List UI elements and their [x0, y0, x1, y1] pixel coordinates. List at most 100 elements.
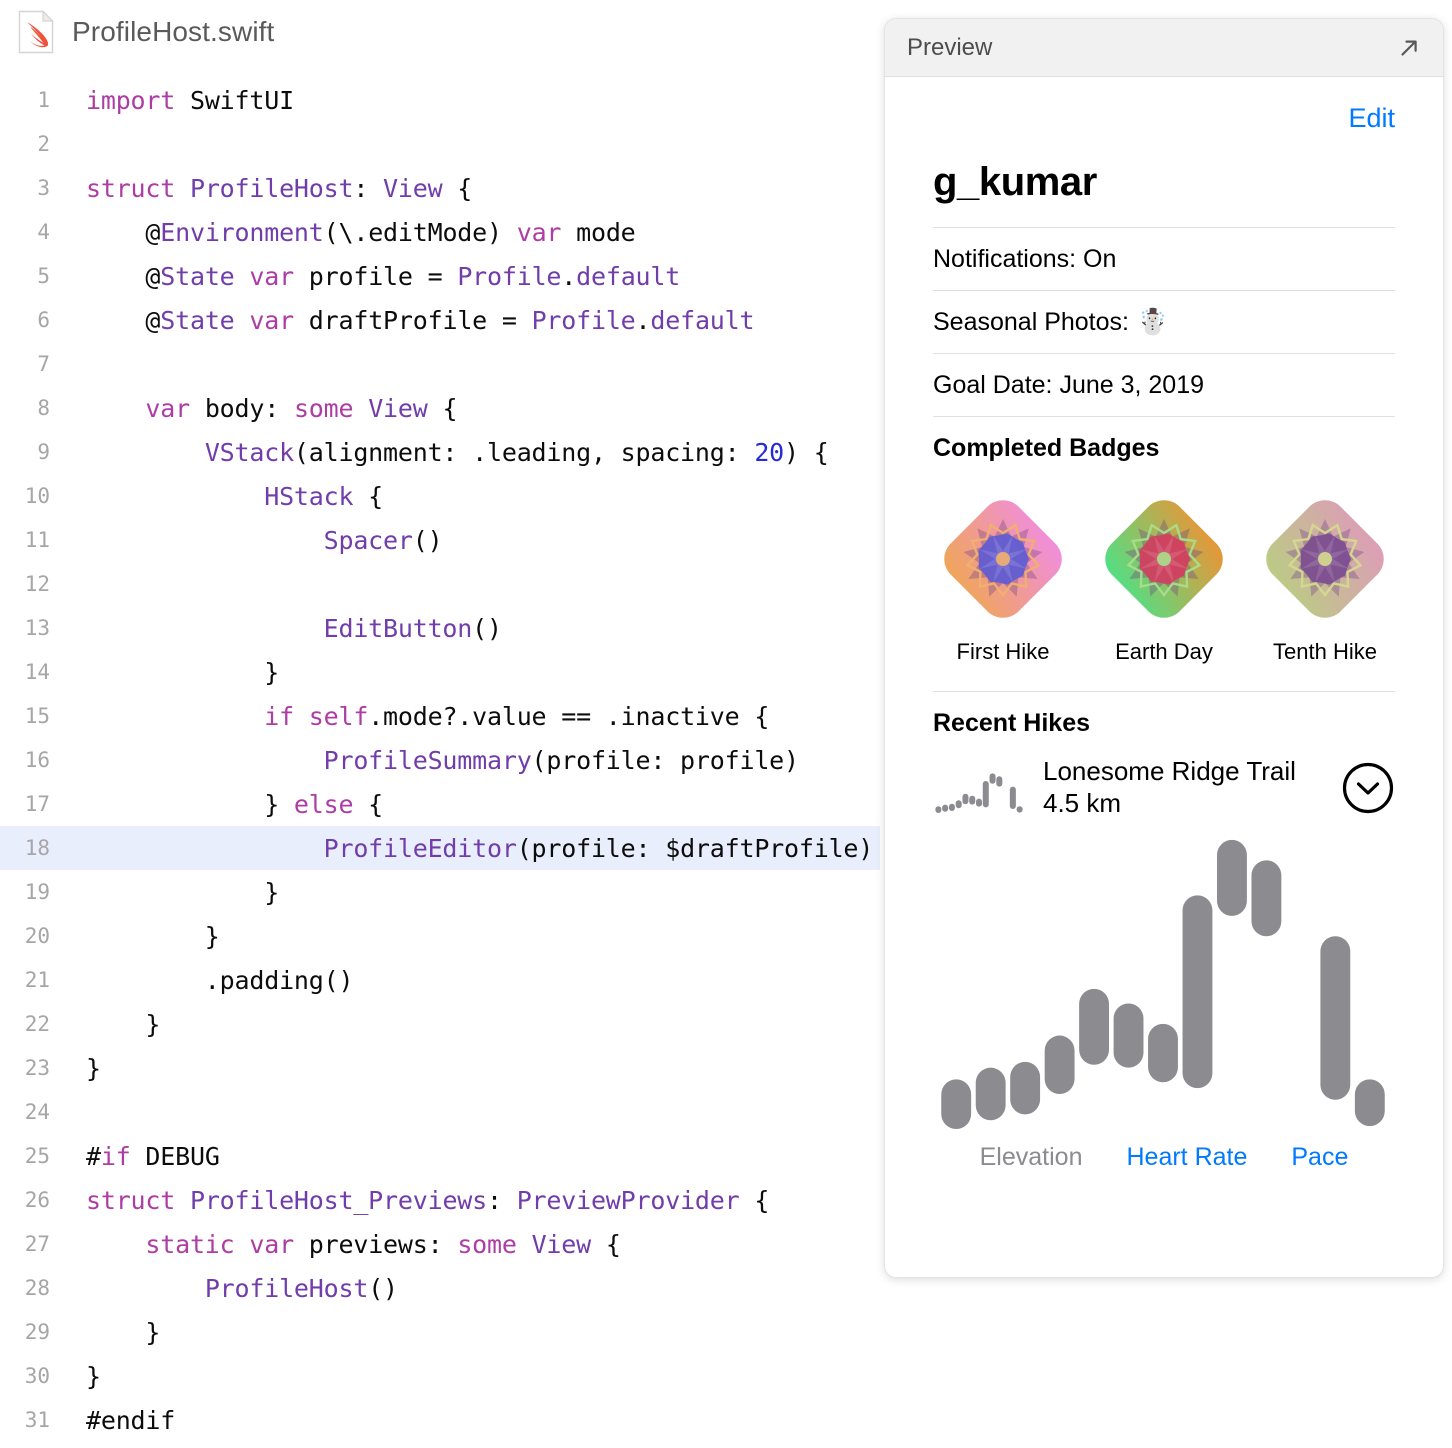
- code-line[interactable]: 6 @State var draftProfile = Profile.defa…: [0, 298, 880, 342]
- line-number: 19: [24, 880, 50, 904]
- preview-header: Preview: [885, 19, 1443, 77]
- code-line[interactable]: 28 ProfileHost(): [0, 1266, 880, 1310]
- legend-item-pace[interactable]: Pace: [1291, 1143, 1349, 1172]
- code-line[interactable]: 12: [0, 562, 880, 606]
- badge-item[interactable]: First Hike: [933, 485, 1073, 665]
- code-text: ProfileSummary(profile: profile): [323, 745, 799, 775]
- line-number: 12: [24, 572, 50, 596]
- line-number: 17: [24, 792, 50, 816]
- code-text: import SwiftUI: [86, 85, 294, 115]
- line-number: 26: [24, 1188, 50, 1212]
- chevron-down-circle-icon[interactable]: [1341, 761, 1395, 815]
- code-line[interactable]: 1 import SwiftUI: [0, 78, 880, 122]
- code-line[interactable]: 20 }: [0, 914, 880, 958]
- code-line[interactable]: 7: [0, 342, 880, 386]
- legend-item-heart-rate[interactable]: Heart Rate: [1126, 1143, 1248, 1172]
- code-line[interactable]: 25 #if DEBUG: [0, 1134, 880, 1178]
- hike-text-block: Lonesome Ridge Trail 4.5 km: [1043, 756, 1323, 819]
- badge-label: Tenth Hike: [1273, 639, 1377, 664]
- code-text: @Environment(\.editMode) var mode: [145, 217, 636, 247]
- code-line[interactable]: 23}: [0, 1046, 880, 1090]
- graph-bar: [1217, 840, 1247, 917]
- hike-name: Lonesome Ridge Trail: [1043, 756, 1296, 786]
- line-number: 13: [24, 616, 50, 640]
- code-line[interactable]: 17 } else {: [0, 782, 880, 826]
- line-number: 14: [24, 660, 50, 684]
- line-number: 25: [24, 1144, 50, 1168]
- code-line[interactable]: 2: [0, 122, 880, 166]
- profile-info-label: Goal Date: June 3, 2019: [933, 371, 1205, 399]
- graph-bar: [1148, 1024, 1178, 1083]
- code-line[interactable]: 5 @State var profile = Profile.default: [0, 254, 880, 298]
- thumbnail-bar: [989, 773, 996, 784]
- code-text: @State var profile = Profile.default: [145, 261, 681, 291]
- line-number: 9: [37, 440, 50, 464]
- code-line[interactable]: 21 .padding(): [0, 958, 880, 1002]
- code-text: } else {: [86, 789, 384, 819]
- code-line[interactable]: 8 var body: some View {: [0, 386, 880, 430]
- profile-info-label: Notifications: On: [933, 245, 1117, 273]
- code-line[interactable]: 16 ProfileSummary(profile: profile): [0, 738, 880, 782]
- badge-label: Earth Day: [1115, 639, 1213, 664]
- line-number: 21: [24, 968, 50, 992]
- code-line[interactable]: 3 struct ProfileHost: View {: [0, 166, 880, 210]
- badge-icon: [1105, 500, 1223, 618]
- code-line[interactable]: 19 }: [0, 870, 880, 914]
- file-title: ProfileHost.swift: [72, 16, 275, 47]
- code-text: #if DEBUG: [86, 1141, 220, 1171]
- thumbnail-bar: [1009, 786, 1016, 809]
- code-text: ProfileHost(): [204, 1273, 398, 1303]
- code-line[interactable]: 15 if self.mode?.value == .inactive {: [0, 694, 880, 738]
- badge-item[interactable]: Earth Day: [1094, 485, 1234, 665]
- code-line[interactable]: 14 }: [0, 650, 880, 694]
- code-text: ProfileEditor(profile: $draftProfile): [323, 833, 874, 863]
- graph-bar: [1182, 895, 1213, 1089]
- legend-item-elevation[interactable]: Elevation: [979, 1143, 1083, 1172]
- badge-icon: [1266, 500, 1384, 618]
- line-number: 10: [24, 484, 50, 508]
- code-line[interactable]: 29 }: [0, 1310, 880, 1354]
- hike-graph-thumbnail: [933, 759, 1025, 817]
- badge-item[interactable]: Tenth Hike: [1255, 485, 1395, 665]
- line-number: 6: [37, 308, 50, 332]
- editor-titlebar: ProfileHost.swift: [0, 0, 274, 64]
- thumbnail-bar: [935, 805, 942, 813]
- line-number: 31: [24, 1408, 50, 1432]
- code-text: var body: some View {: [145, 393, 458, 423]
- thumbnail-bar: [996, 775, 1003, 787]
- hike-list-item[interactable]: Lonesome Ridge Trail 4.5 km: [933, 738, 1395, 825]
- code-line[interactable]: 26 struct ProfileHost_Previews: PreviewPr…: [0, 1178, 880, 1222]
- thumbnail-bar: [1016, 805, 1023, 813]
- code-line[interactable]: 24: [0, 1090, 880, 1134]
- recent-hikes-heading: Recent Hikes: [933, 691, 1395, 738]
- code-line[interactable]: 4 @Environment(\.editMode) var mode: [0, 210, 880, 254]
- badge-icon: [944, 500, 1062, 618]
- code-text: }: [86, 921, 220, 951]
- profile-info-list: Notifications: On Seasonal Photos: ☃️ Goal …: [933, 227, 1395, 416]
- graph-bar: [1320, 936, 1351, 1101]
- code-line[interactable]: 13 EditButton(): [0, 606, 880, 650]
- code-line[interactable]: 31 #endif: [0, 1398, 880, 1442]
- graph-bar: [975, 1068, 1006, 1121]
- code-line[interactable]: 27 static var previews: some View {: [0, 1222, 880, 1266]
- thumbnail-bar: [969, 795, 976, 805]
- code-lines[interactable]: 1 import SwiftUI 2 3 struct ProfileHost: Vie…: [0, 78, 880, 1442]
- graph-bar: [1251, 860, 1282, 937]
- line-number: 28: [24, 1276, 50, 1300]
- profile-info-row: Notifications: On: [933, 227, 1395, 290]
- code-line[interactable]: 11 Spacer(): [0, 518, 880, 562]
- code-line[interactable]: 18 ProfileEditor(profile: $draftProfile): [0, 826, 880, 870]
- thumbnail-bar: [948, 803, 955, 811]
- code-line[interactable]: 9 VStack(alignment: .leading, spacing: 2…: [0, 430, 880, 474]
- code-line[interactable]: 30}: [0, 1354, 880, 1398]
- code-line[interactable]: 10 HStack {: [0, 474, 880, 518]
- line-number: 15: [24, 704, 50, 728]
- thumbnail-bar: [982, 780, 989, 808]
- line-number: 7: [37, 352, 50, 376]
- code-line[interactable]: 22 }: [0, 1002, 880, 1046]
- edit-button[interactable]: Edit: [1348, 103, 1395, 133]
- expand-arrow-icon[interactable]: [1395, 34, 1423, 62]
- line-number: 18: [24, 836, 50, 860]
- code-text: }: [86, 1361, 101, 1391]
- preview-panel: Preview Edit g_kumar Notifications: On Se…: [884, 18, 1444, 1278]
